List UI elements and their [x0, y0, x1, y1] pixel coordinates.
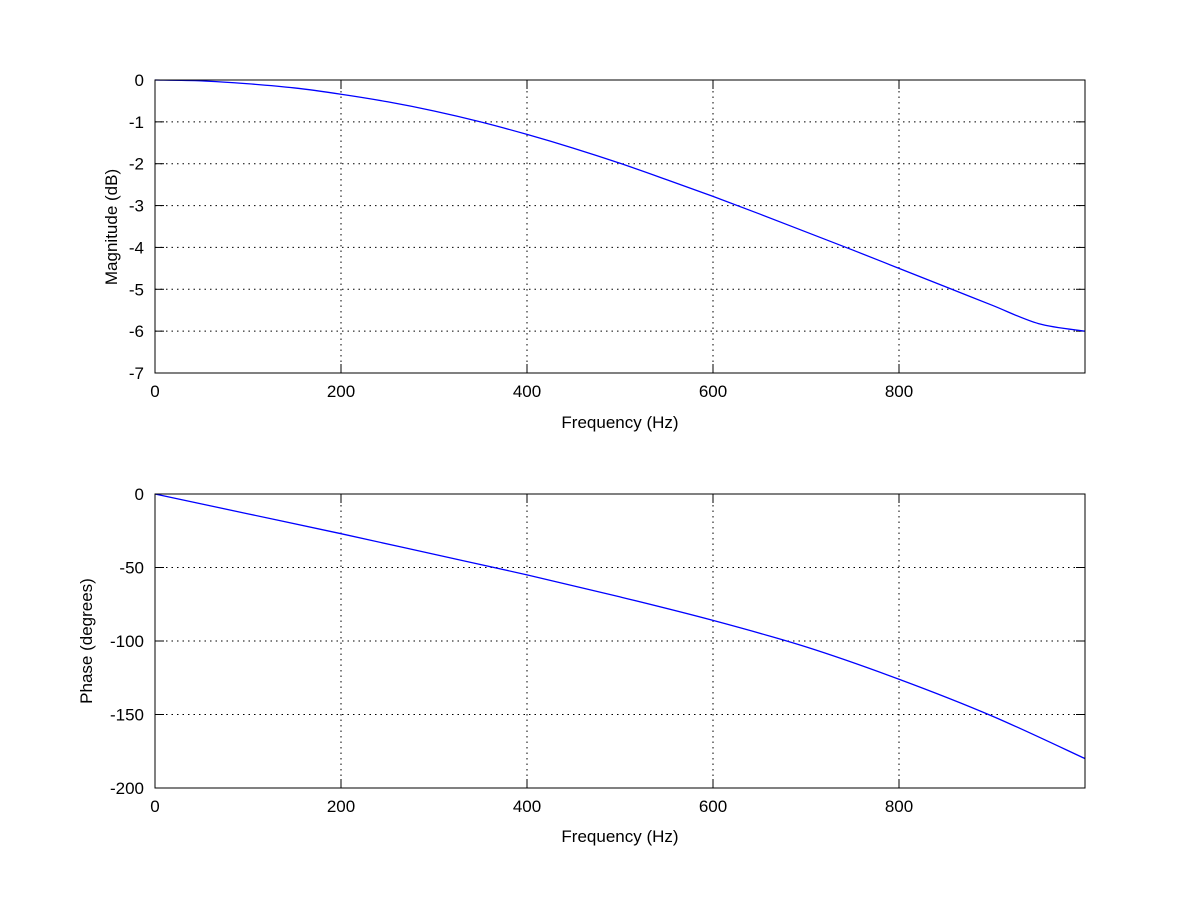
- phase-plot: 0 200 400 600 800 0 -50 -100 -150 -200 Frequency…: [77, 485, 1086, 846]
- phase-y-tick-label: -50: [119, 559, 144, 578]
- phase-x-axis-label: Frequency (Hz): [561, 827, 678, 846]
- magnitude-x-tick-label: 800: [885, 382, 913, 401]
- phase-y-tick-label: -150: [110, 706, 144, 725]
- magnitude-y-tick-label: -2: [129, 155, 144, 174]
- phase-x-tick-label: 200: [327, 797, 355, 816]
- phase-x-tick-label: 0: [150, 797, 159, 816]
- phase-y-tick-label: -200: [110, 779, 144, 798]
- magnitude-x-tick-label: 600: [699, 382, 727, 401]
- magnitude-x-axis-label: Frequency (Hz): [561, 413, 678, 432]
- phase-grid: [155, 494, 1085, 788]
- phase-x-tick-labels: 0 200 400 600 800: [150, 797, 913, 816]
- magnitude-plot: 0 200 400 600 800 0 -1 -2 -3 -4 -5 -6 -7 Frequency …: [102, 71, 1086, 432]
- magnitude-x-tick-label: 200: [327, 382, 355, 401]
- phase-axes-frame: [154, 493, 1086, 789]
- phase-y-tick-label: -100: [110, 632, 144, 651]
- phase-series-line: [154, 493, 1086, 760]
- phase-x-tick-label: 800: [885, 797, 913, 816]
- magnitude-y-tick-label: -5: [129, 280, 144, 299]
- magnitude-y-tick-label: -7: [129, 364, 144, 383]
- phase-y-axis-label: Phase (degrees): [77, 578, 96, 704]
- magnitude-grid: [155, 80, 1085, 373]
- magnitude-series-line: [154, 79, 1086, 332]
- phase-x-tick-label: 600: [699, 797, 727, 816]
- magnitude-y-tick-label: -6: [129, 322, 144, 341]
- magnitude-axes-frame: [154, 79, 1086, 374]
- magnitude-y-tick-label: -1: [129, 113, 144, 132]
- phase-y-tick-labels: 0 -50 -100 -150 -200: [110, 485, 144, 798]
- magnitude-y-tick-labels: 0 -1 -2 -3 -4 -5 -6 -7: [129, 71, 144, 383]
- magnitude-y-tick-label: -4: [129, 238, 144, 257]
- magnitude-x-tick-label: 0: [150, 382, 159, 401]
- magnitude-y-tick-label: 0: [135, 71, 144, 90]
- phase-y-tick-label: 0: [135, 485, 144, 504]
- magnitude-y-tick-label: -3: [129, 197, 144, 216]
- magnitude-x-tick-labels: 0 200 400 600 800: [150, 382, 913, 401]
- magnitude-x-tick-label: 400: [513, 382, 541, 401]
- magnitude-y-axis-label: Magnitude (dB): [102, 169, 121, 285]
- phase-x-tick-label: 400: [513, 797, 541, 816]
